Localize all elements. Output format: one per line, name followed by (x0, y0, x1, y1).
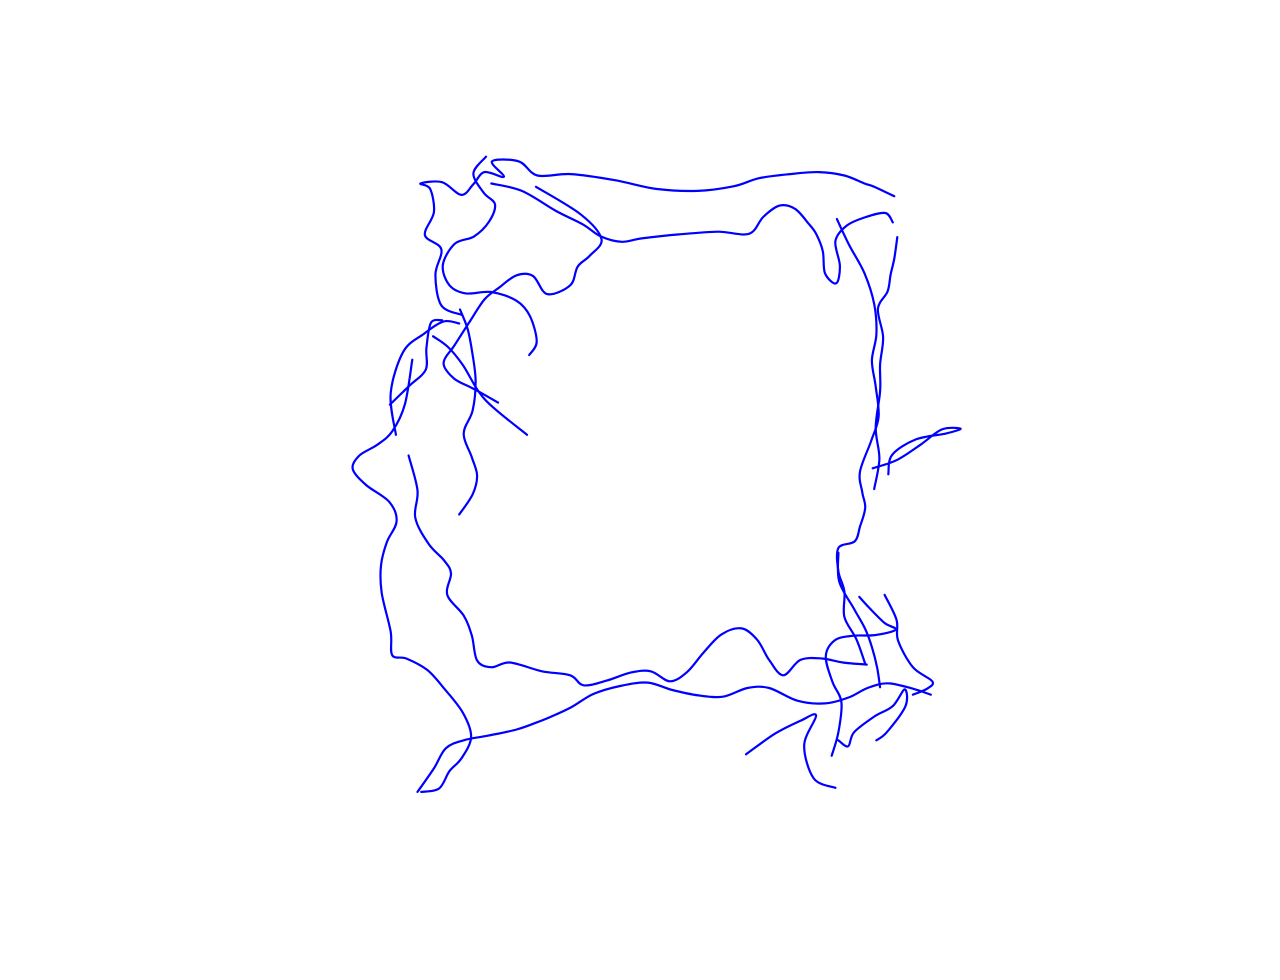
trajectory-segment (441, 155, 538, 357)
trajectory-series (351, 155, 962, 793)
trajectory-segment (442, 185, 603, 404)
trajectory-segment (836, 551, 882, 689)
trajectory-segment (458, 308, 479, 516)
trajectory-segment (432, 335, 529, 436)
trajectory-segment (835, 217, 880, 665)
trajectory-segment (871, 426, 962, 476)
trajectory-segment (883, 593, 935, 696)
trajectory-segment (389, 319, 461, 436)
trajectory-segment (824, 595, 898, 757)
trajectory-segment (351, 358, 473, 793)
trajectory-segment (744, 713, 837, 789)
trajectory-segment (419, 158, 896, 316)
trajectory-segment (490, 182, 894, 285)
trajectory-segment (416, 681, 932, 793)
trajectory-segment (407, 454, 868, 687)
trajectory-segment (837, 688, 909, 748)
trajectory-segment (873, 236, 899, 491)
